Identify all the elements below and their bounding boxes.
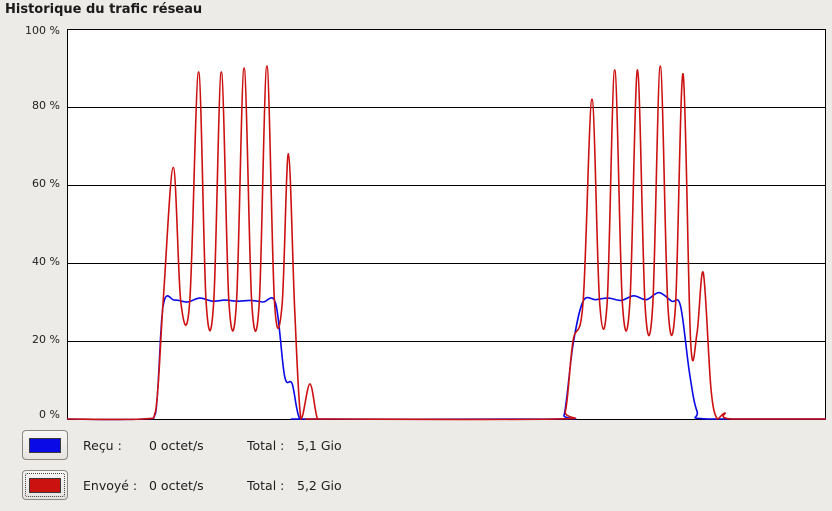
legend-received-row: Reçu : 0 octet/s Total : 5,1 Gio — [22, 430, 422, 462]
received-rate: 0 octet/s — [149, 438, 204, 453]
received-color-button[interactable] — [22, 430, 68, 460]
series-line-sent — [66, 65, 826, 421]
received-label: Reçu : — [83, 438, 122, 453]
y-tick-label: 0 % — [39, 408, 60, 421]
section-title: Historique du trafic réseau — [5, 2, 203, 17]
sent-rate: 0 octet/s — [149, 478, 204, 493]
sent-label: Envoyé : — [83, 478, 138, 493]
y-tick-label: 40 % — [32, 255, 60, 268]
traffic-chart-svg — [66, 29, 826, 421]
received-total-label: Total : — [247, 438, 285, 453]
y-tick-label: 60 % — [32, 177, 60, 190]
y-tick-label: 100 % — [25, 24, 60, 37]
y-tick-label: 80 % — [32, 99, 60, 112]
sent-total-value: 5,2 Gio — [297, 478, 342, 493]
plot-background — [67, 29, 826, 419]
sent-color-button[interactable] — [22, 470, 68, 500]
legend-sent-row: Envoyé : 0 octet/s Total : 5,2 Gio — [22, 470, 422, 502]
network-traffic-graph — [0, 24, 832, 424]
sent-total-label: Total : — [247, 478, 285, 493]
received-total-value: 5,1 Gio — [297, 438, 342, 453]
sent-color-swatch — [29, 478, 61, 493]
received-color-swatch — [29, 438, 61, 453]
y-tick-label: 20 % — [32, 333, 60, 346]
